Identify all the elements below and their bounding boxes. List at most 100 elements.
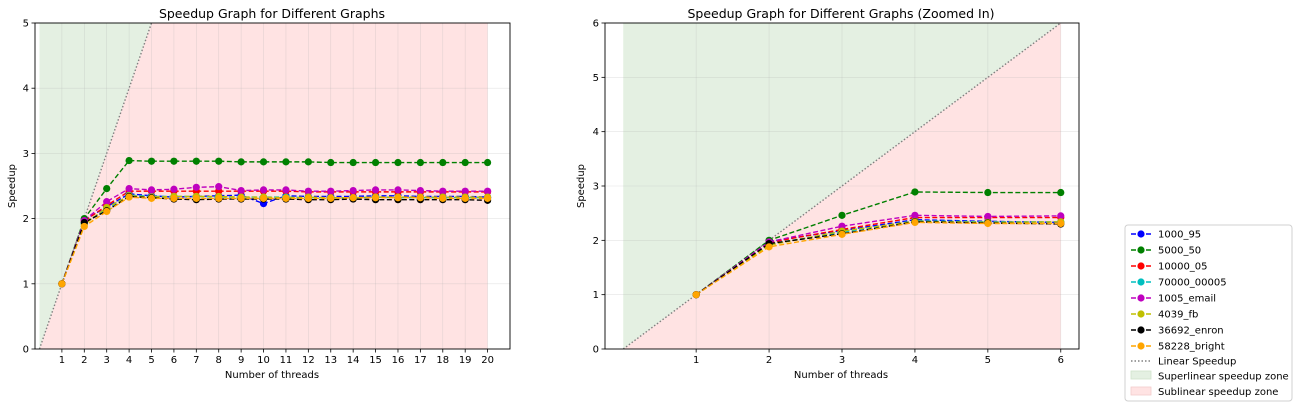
data-point — [259, 158, 268, 166]
legend-marker — [1137, 310, 1145, 318]
data-point — [215, 183, 223, 191]
x-axis-label: Number of threads — [225, 370, 319, 381]
data-point — [259, 186, 268, 194]
data-point — [192, 157, 200, 165]
x-tick-label: 12 — [302, 355, 315, 366]
data-point — [192, 194, 200, 202]
y-tick-label: 1 — [593, 290, 599, 301]
data-point — [259, 194, 268, 202]
legend-marker — [1137, 278, 1145, 286]
x-tick-label: 18 — [436, 355, 449, 366]
data-point — [394, 186, 402, 194]
data-point — [125, 193, 133, 201]
data-point — [692, 291, 700, 299]
y-tick-label: 2 — [23, 214, 29, 225]
data-point — [282, 186, 290, 194]
y-tick-label: 0 — [593, 345, 599, 356]
legend-entry: 4039_fb — [1131, 310, 1198, 321]
data-point — [461, 187, 469, 195]
data-point — [125, 156, 133, 165]
legend-marker — [1137, 342, 1145, 350]
y-tick-label: 6 — [593, 19, 599, 30]
y-tick-label: 5 — [593, 73, 599, 84]
speedup-chart: Speedup Graph for Different Graphs Numbe… — [7, 6, 511, 381]
data-point — [439, 187, 447, 195]
data-point — [170, 194, 178, 202]
legend-label: 1000_95 — [1158, 230, 1201, 241]
series-line — [61, 193, 488, 285]
chart-title: Speedup Graph for Different Graphs — [159, 6, 385, 21]
series-line — [695, 216, 1061, 296]
axes-frame — [34, 22, 511, 350]
speedup-zoomed-chart: Speedup Graph for Different Graphs (Zoom… — [576, 6, 1080, 381]
data-point — [327, 187, 335, 195]
data-point — [416, 158, 424, 167]
legend-label: 70000_00005 — [1158, 278, 1227, 289]
legend-superlinear-entry: Superlinear speedup zone — [1130, 370, 1289, 383]
legend-label: 36692_enron — [1158, 326, 1224, 337]
data-point — [304, 194, 312, 202]
data-point — [838, 230, 846, 238]
y-tick-label: 3 — [23, 149, 29, 160]
legend: 1000_95 5000_50 10000_05 70000_00005 1005_em… — [1124, 224, 1293, 402]
series-layer — [622, 23, 1065, 349]
legend-superlinear-label: Superlinear speedup zone — [1158, 372, 1289, 383]
x-tick-label: 19 — [459, 355, 472, 366]
legend-sublinear-swatch — [1130, 386, 1152, 396]
legend-label: 5000_50 — [1158, 246, 1201, 257]
y-tick-label: 5 — [23, 19, 29, 30]
y-axis-label: Speedup — [7, 164, 18, 208]
data-point — [911, 188, 919, 196]
data-point — [327, 158, 335, 167]
x-tick-label: 1 — [693, 355, 699, 366]
legend-entry: 5000_50 — [1131, 246, 1201, 257]
data-point — [371, 158, 380, 167]
data-point — [416, 194, 424, 202]
sublinear-zone — [39, 23, 488, 349]
data-point — [371, 186, 380, 194]
series-line — [61, 159, 488, 285]
legend-label: 1005_email — [1158, 294, 1216, 305]
legend-linear-label: Linear Speedup — [1158, 357, 1236, 368]
data-point — [282, 158, 290, 166]
legend-label: 58228_bright — [1158, 342, 1225, 353]
x-tick-label: 1 — [59, 355, 65, 366]
data-point — [439, 158, 447, 167]
data-point — [483, 158, 492, 167]
data-point — [1057, 212, 1065, 220]
plot-area: 1 2 3 4 5 6 0 1 2 3 4 5 6 — [593, 19, 1080, 366]
y-tick-label: 3 — [593, 182, 599, 193]
data-point — [215, 157, 223, 165]
legend-sublinear-label: Sublinear speedup zone — [1158, 387, 1278, 398]
chart-title: Speedup Graph for Different Graphs (Zoom… — [687, 6, 994, 21]
series-line — [695, 221, 1061, 296]
data-point — [984, 219, 992, 228]
x-tick-label: 8 — [216, 355, 222, 366]
x-tick-label: 13 — [324, 355, 337, 366]
data-point — [170, 185, 178, 193]
y-tick-label: 1 — [23, 279, 29, 290]
x-tick-label: 2 — [81, 355, 87, 366]
y-tick-label: 0 — [23, 345, 29, 356]
x-tick-label: 16 — [392, 355, 405, 366]
series-line — [61, 195, 488, 285]
legend-label: 10000_05 — [1158, 262, 1208, 273]
data-point — [237, 158, 245, 166]
x-tick-label: 3 — [839, 355, 845, 366]
data-point — [327, 194, 335, 202]
data-point — [765, 243, 773, 251]
data-point — [1057, 188, 1065, 197]
data-point — [80, 222, 88, 231]
y-axis-label: Speedup — [576, 164, 587, 208]
data-point — [125, 185, 133, 193]
x-tick-label: 4 — [912, 355, 918, 366]
legend-entry: 70000_00005 — [1131, 278, 1227, 289]
x-tick-label: 17 — [414, 355, 427, 366]
data-point — [215, 194, 223, 202]
data-point — [103, 207, 111, 216]
legend-entry: 36692_enron — [1131, 326, 1224, 337]
